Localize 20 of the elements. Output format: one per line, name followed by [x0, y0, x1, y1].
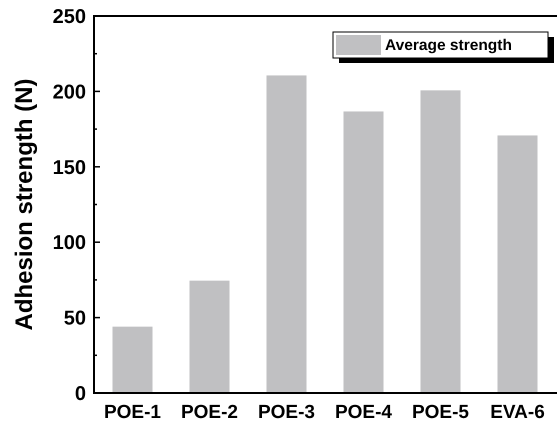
bar	[497, 135, 538, 393]
x-tick-label: POE-2	[180, 402, 238, 423]
y-tick-label: 150	[52, 156, 86, 179]
x-tick-label: POE-5	[412, 402, 470, 423]
bar	[343, 111, 384, 393]
y-tick-label: 250	[52, 6, 86, 28]
bar	[189, 280, 230, 393]
y-tick-label: 200	[52, 81, 86, 104]
x-tick-label: POE-3	[258, 402, 316, 423]
y-tick-label: 0	[74, 383, 86, 405]
x-tick-label: POE-4	[334, 402, 392, 423]
legend-label: Average strength	[385, 37, 512, 54]
bar	[266, 75, 307, 393]
x-tick-label: POE-1	[104, 402, 162, 423]
y-axis-title: Adhesion strength (N)	[11, 78, 38, 330]
x-tick-label: EVA-6	[490, 402, 545, 423]
y-tick-label: 50	[64, 308, 86, 330]
bar	[112, 326, 153, 393]
y-tick-label: 100	[52, 232, 86, 254]
bar	[420, 90, 461, 393]
